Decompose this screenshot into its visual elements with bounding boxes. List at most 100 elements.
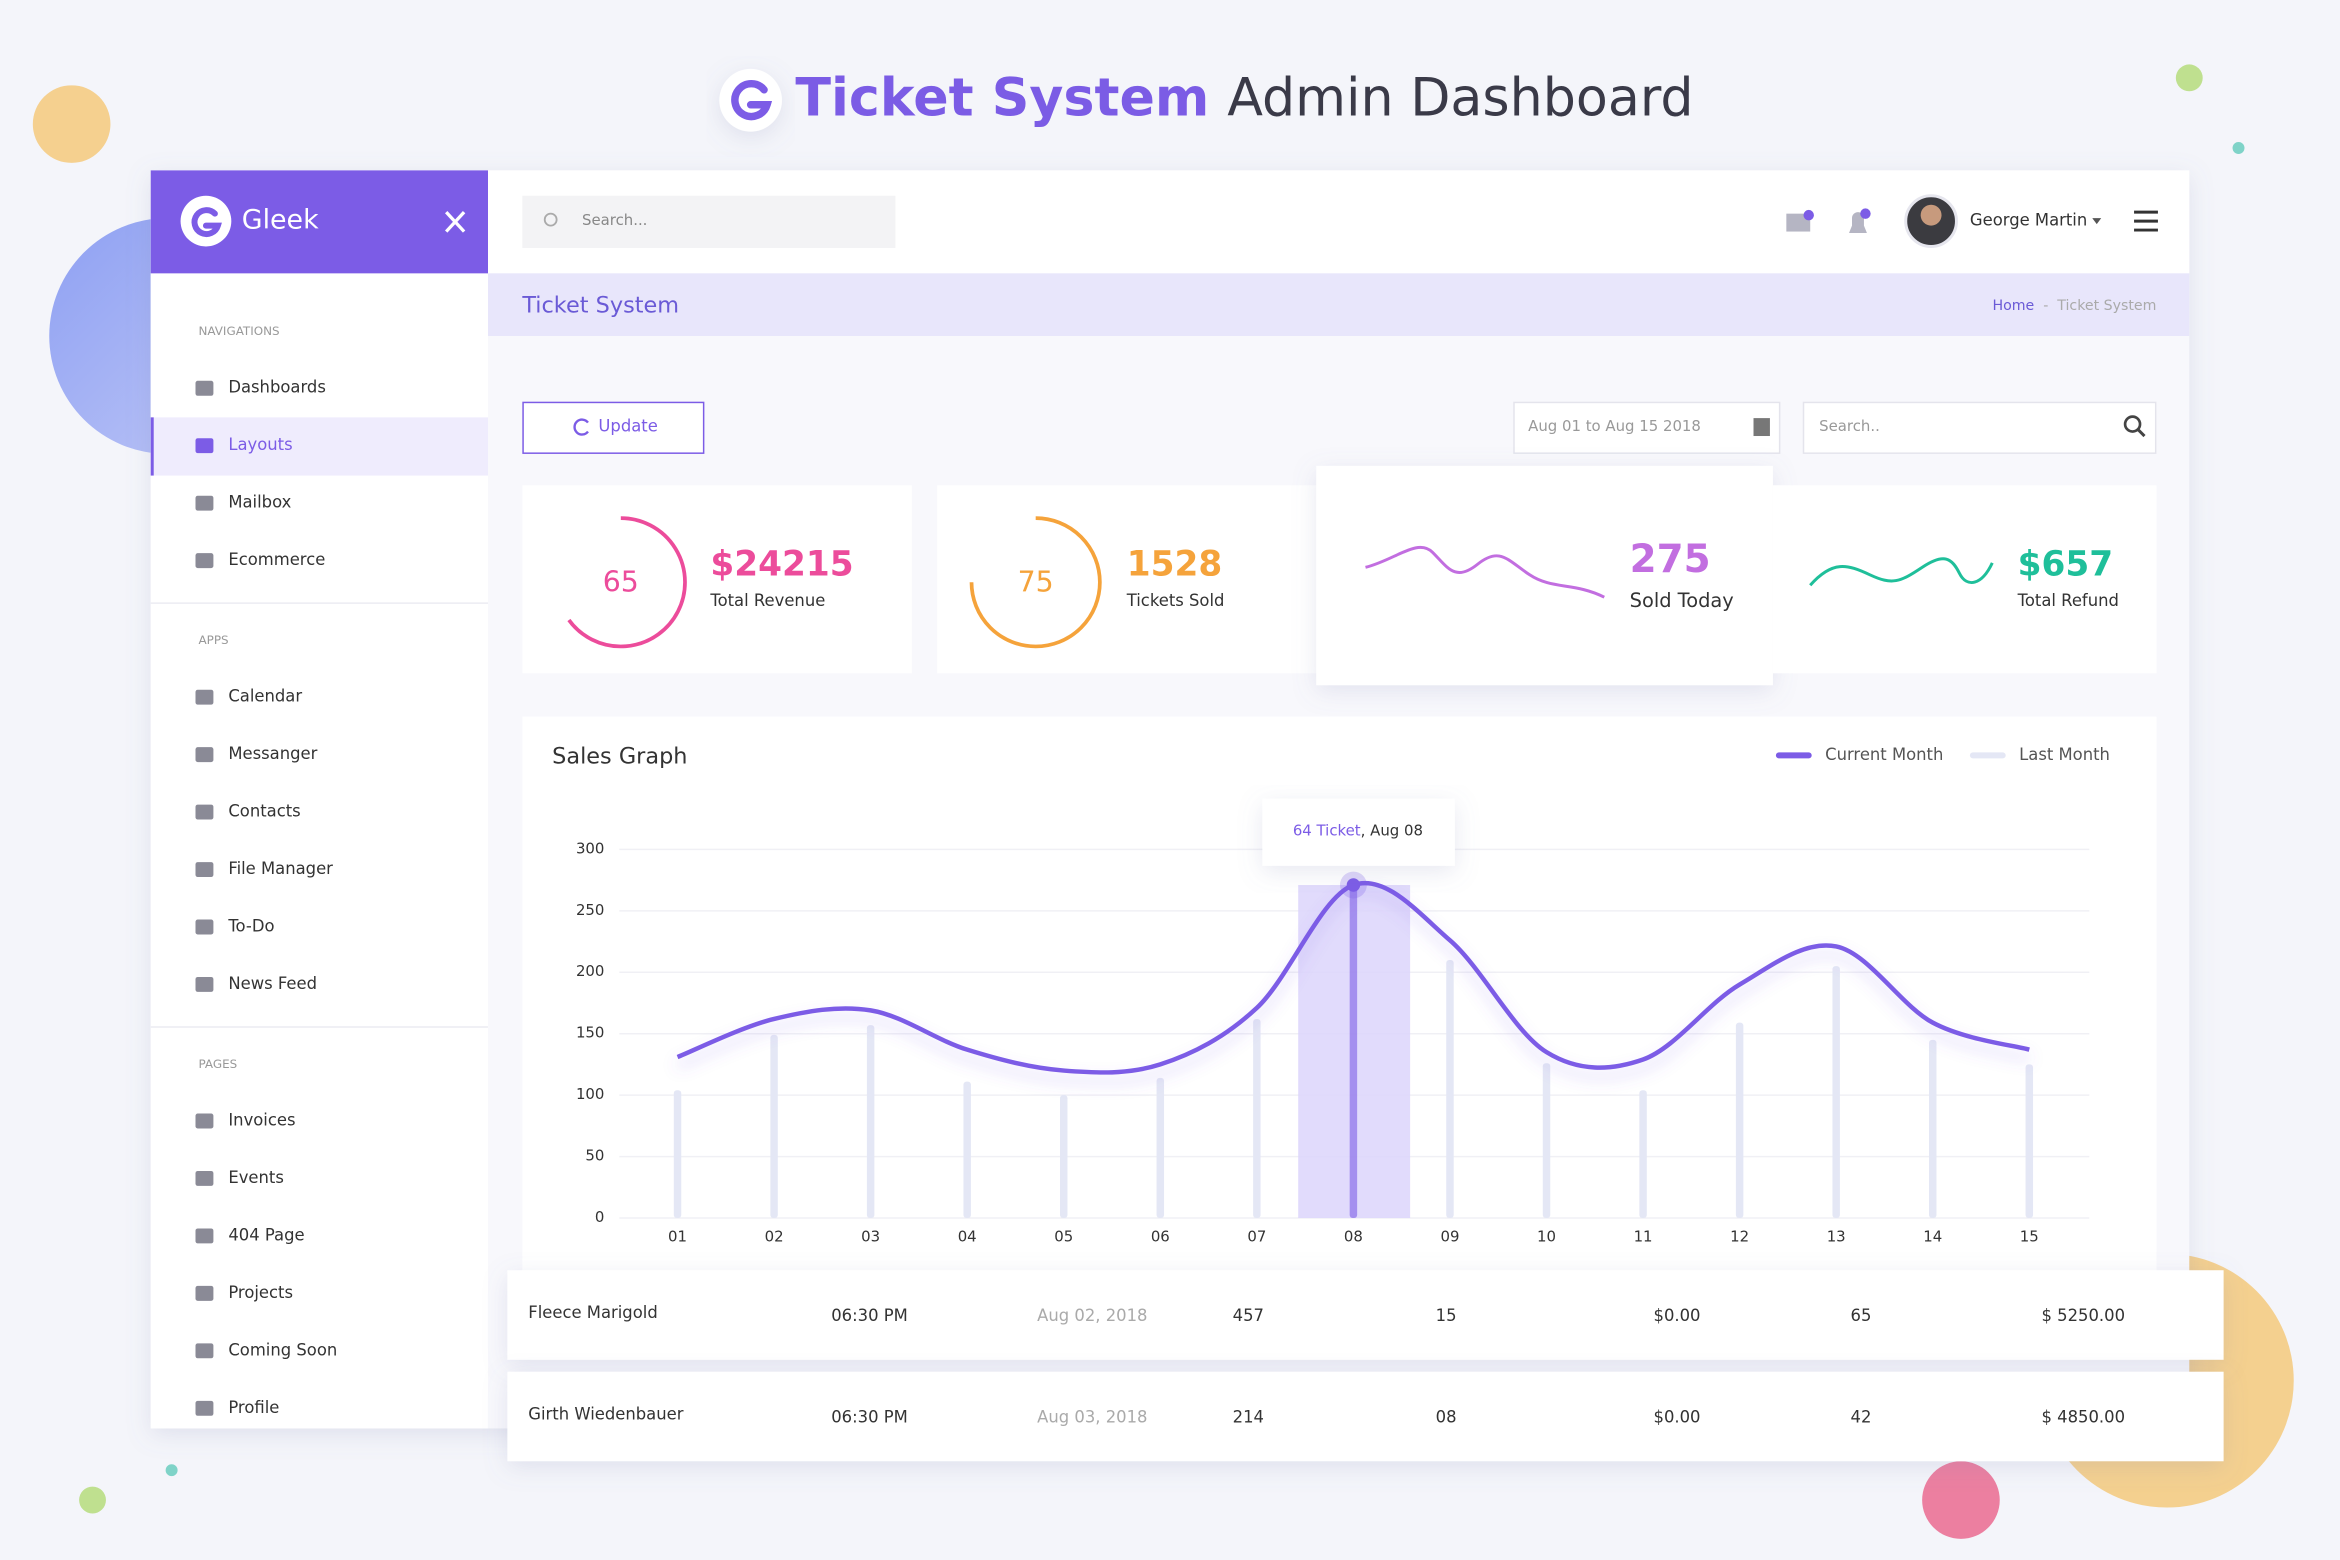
brand-name: Gleek xyxy=(242,205,319,236)
legend-label: Last Month xyxy=(2019,745,2110,764)
x-tick-label: 04 xyxy=(958,1227,977,1245)
stat-sparkline xyxy=(1365,546,1605,599)
menu-icon xyxy=(195,1228,214,1244)
tooltip-date: , Aug 08 xyxy=(1361,821,1423,839)
table-row[interactable] xyxy=(507,1270,2224,1360)
x-tick-label: 03 xyxy=(861,1227,880,1245)
menu-icon xyxy=(195,1285,214,1301)
menu-icon xyxy=(195,1343,214,1359)
menu-icon xyxy=(195,689,214,705)
menu-item[interactable]: Mailbox xyxy=(228,493,291,512)
menu-item[interactable]: Dashboards xyxy=(228,378,326,397)
bar xyxy=(1060,1095,1068,1219)
bar xyxy=(2025,1064,2034,1219)
bar xyxy=(1735,1022,1744,1219)
menu-icon[interactable] xyxy=(2134,210,2158,232)
user-name[interactable]: George Martin xyxy=(1970,211,2087,230)
menu-icon xyxy=(195,1170,214,1186)
date-picker[interactable] xyxy=(1513,401,1781,454)
menu-item[interactable]: Messanger xyxy=(228,744,317,763)
topbar-search[interactable] xyxy=(522,195,896,248)
bar xyxy=(1446,959,1454,1219)
stat-ring-label: 75 xyxy=(1018,566,1054,599)
update-label: Update xyxy=(598,417,657,436)
menu-item[interactable]: Calendar xyxy=(228,687,302,706)
highlight-point xyxy=(1346,878,1361,892)
stat-value: $657 xyxy=(2018,544,2113,584)
x-tick-label: 06 xyxy=(1151,1227,1170,1245)
breadcrumb-current: Ticket System xyxy=(2056,298,2156,314)
menu-item[interactable]: Coming Soon xyxy=(228,1340,337,1359)
x-tick-label: 05 xyxy=(1054,1227,1073,1245)
menu-item[interactable]: Projects xyxy=(228,1283,293,1302)
menu-item[interactable]: Layouts xyxy=(228,435,292,454)
sales-title: Sales Graph xyxy=(552,743,687,769)
menu-item[interactable]: Invoices xyxy=(228,1111,295,1130)
content-search[interactable] xyxy=(1802,401,2157,454)
bar xyxy=(1349,886,1358,1219)
menu-item[interactable]: Events xyxy=(228,1168,284,1187)
line-series xyxy=(676,880,2030,1075)
bar xyxy=(1542,1063,1551,1219)
menu-item[interactable]: Ecommerce xyxy=(228,550,325,569)
y-tick-label: 300 xyxy=(576,839,604,857)
page-header xyxy=(487,273,2190,337)
stat-label: Sold Today xyxy=(1630,589,1734,612)
bar xyxy=(1156,1077,1165,1219)
stat-value: 1528 xyxy=(1127,544,1223,584)
y-tick-label: 100 xyxy=(576,1085,604,1103)
logo-badge xyxy=(719,68,782,132)
search-placeholder: Search... xyxy=(582,211,647,229)
table-cell: Fleece Marigold xyxy=(528,1303,657,1322)
table-cell: 457 xyxy=(1233,1306,1264,1325)
refresh-icon xyxy=(573,418,589,436)
bar xyxy=(963,1081,971,1219)
x-tick-label: 14 xyxy=(1923,1227,1942,1245)
bar xyxy=(1253,1018,1261,1219)
breadcrumb-home[interactable]: Home xyxy=(1992,298,2034,314)
decor xyxy=(79,1486,106,1514)
menu-item[interactable]: File Manager xyxy=(228,859,333,878)
menu-item[interactable]: Contacts xyxy=(228,802,300,821)
menu-icon xyxy=(195,1113,214,1129)
table-cell: Aug 02, 2018 xyxy=(1037,1306,1147,1325)
update-button[interactable] xyxy=(522,401,705,454)
table-cell: 06:30 PM xyxy=(831,1306,908,1325)
title-rest: Admin Dashboard xyxy=(1227,69,1693,129)
sidebar-toggle[interactable] xyxy=(445,211,466,233)
x-tick-label: 08 xyxy=(1344,1227,1363,1245)
content-search-icon-handle xyxy=(2137,428,2146,438)
sidebar xyxy=(150,170,488,1429)
x-tick-label: 02 xyxy=(765,1227,784,1245)
bar xyxy=(770,1034,778,1219)
stat-card xyxy=(522,485,912,674)
stat-label: Tickets Sold xyxy=(1126,591,1225,610)
title-highlight: Ticket System xyxy=(795,69,1209,129)
calendar-icon xyxy=(1753,418,1770,437)
decor xyxy=(165,1464,178,1477)
table-row[interactable] xyxy=(507,1371,2224,1462)
table-cell: 08 xyxy=(1436,1407,1457,1426)
tooltip-box xyxy=(1262,798,1455,866)
bar xyxy=(1832,966,1840,1219)
bar xyxy=(673,1090,682,1219)
sidebar-section-heading: PAGES xyxy=(198,1057,237,1071)
decor xyxy=(2175,64,2203,92)
table-cell: 214 xyxy=(1233,1407,1264,1426)
y-tick-label: 0 xyxy=(595,1208,604,1226)
menu-item[interactable]: 404 Page xyxy=(228,1225,304,1244)
y-tick-label: 150 xyxy=(576,1024,604,1042)
avatar-face xyxy=(1920,204,1942,226)
menu-icon xyxy=(195,553,214,569)
page-heading: Ticket System xyxy=(521,293,679,319)
stat-card xyxy=(937,485,1327,674)
menu-item[interactable]: To-Do xyxy=(227,916,274,935)
menu-item[interactable]: Profile xyxy=(228,1398,279,1417)
table-cell: $ 5250.00 xyxy=(2042,1306,2125,1325)
decor xyxy=(32,85,111,163)
menu-item[interactable]: News Feed xyxy=(228,974,317,993)
mail-icon[interactable] xyxy=(1786,213,1811,232)
brand-logo xyxy=(180,195,232,247)
